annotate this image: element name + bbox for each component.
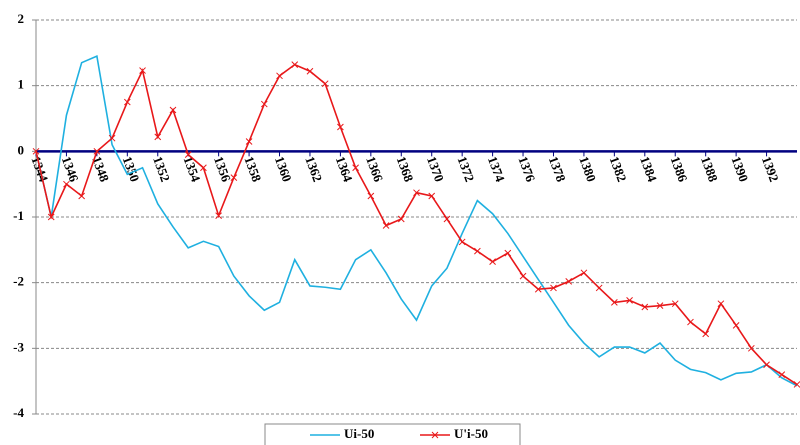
x-tick-label: 1360 [272, 154, 295, 184]
point-marker [717, 300, 725, 308]
legend-label: Ui-50 [344, 426, 374, 441]
point-marker [32, 147, 40, 155]
legend-marker [431, 431, 439, 439]
point-marker [63, 180, 70, 188]
point-marker [215, 212, 222, 220]
x-tick-label: 1348 [89, 154, 112, 184]
point-marker [139, 67, 146, 74]
point-marker [580, 269, 588, 277]
point-marker [474, 247, 481, 255]
point-marker [550, 284, 557, 292]
point-marker [245, 138, 253, 145]
point-marker [337, 123, 344, 131]
x-tick-label: 1386 [668, 154, 691, 184]
point-marker [169, 106, 177, 114]
point-marker [504, 249, 512, 257]
point-marker [687, 318, 694, 326]
x-tick-label: 1370 [424, 154, 447, 184]
point-marker [260, 100, 268, 108]
x-tick-label: 1376 [515, 154, 538, 184]
x-tick-label: 1378 [546, 154, 569, 184]
point-marker [321, 80, 329, 88]
point-marker [200, 164, 207, 172]
x-tick-label: 1372 [455, 154, 478, 184]
point-marker [184, 151, 192, 158]
point-marker [352, 164, 359, 172]
y-tick-label: 1 [18, 77, 25, 92]
point-marker [230, 174, 238, 181]
point-marker [382, 222, 390, 229]
point-marker [626, 297, 633, 304]
point-marker [656, 302, 664, 310]
x-tick-label: 1346 [59, 154, 82, 184]
point-marker [747, 344, 755, 352]
point-marker [595, 284, 603, 292]
point-marker [154, 133, 162, 141]
x-tick-label: 1392 [759, 154, 782, 184]
x-tick-label: 1390 [728, 154, 751, 184]
point-marker [611, 299, 618, 306]
legend-label: U'i-50 [454, 426, 488, 441]
point-marker [78, 192, 86, 200]
x-tick-label: 1382 [607, 154, 630, 184]
x-tick-label: 1384 [637, 154, 660, 184]
point-marker [291, 61, 299, 69]
y-tick-label: -4 [13, 405, 24, 420]
point-marker [778, 371, 786, 378]
point-marker [47, 213, 55, 221]
point-marker [443, 215, 451, 223]
y-tick-label: -1 [13, 208, 24, 223]
point-marker [458, 238, 466, 246]
point-marker [732, 321, 740, 329]
y-tick-label: -3 [13, 339, 24, 354]
point-marker [367, 192, 375, 200]
x-tick-label: 1374 [485, 154, 508, 184]
x-tick-label: 1352 [150, 154, 173, 184]
point-marker [793, 381, 800, 388]
x-tick-label: 1380 [576, 154, 599, 184]
x-tick-label: 1358 [241, 154, 264, 184]
point-marker [397, 215, 405, 223]
point-marker [123, 98, 131, 106]
point-marker [489, 258, 496, 266]
x-tick-label: 1356 [211, 154, 234, 184]
y-tick-label: 2 [18, 11, 25, 26]
point-marker [763, 361, 770, 369]
point-marker [671, 300, 679, 308]
x-tick-label: 1362 [302, 154, 325, 184]
x-tick-label: 1366 [363, 154, 386, 184]
y-tick-label: -2 [13, 274, 24, 289]
x-tick-label: 1388 [698, 154, 721, 184]
point-marker [306, 67, 314, 75]
point-marker [519, 272, 527, 280]
point-marker [534, 285, 542, 293]
point-marker [276, 72, 283, 80]
legend-box [264, 423, 521, 445]
x-tick-label: 1368 [394, 154, 417, 184]
series-line [35, 54, 798, 387]
point-marker [702, 330, 710, 338]
point-marker [413, 189, 420, 197]
point-marker [428, 192, 436, 200]
y-tick-label: 0 [18, 142, 25, 157]
series-line [35, 63, 798, 386]
legend: Ui-50 U'i-50 [264, 423, 521, 445]
point-marker [641, 303, 649, 311]
point-marker [565, 277, 573, 285]
point-marker [108, 134, 116, 142]
point-marker [93, 147, 101, 155]
